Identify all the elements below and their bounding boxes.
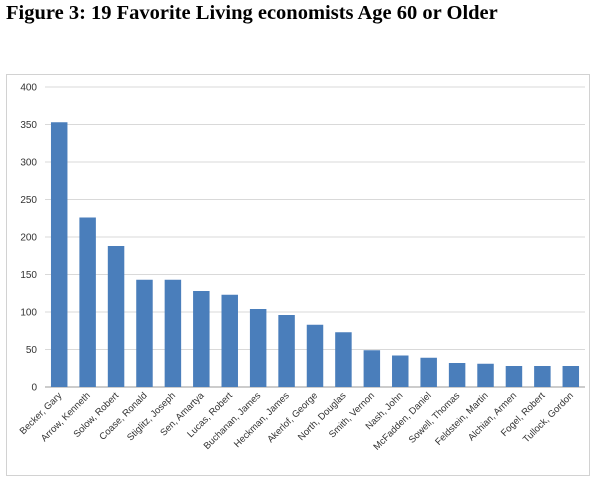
y-tick-label: 400 bbox=[20, 83, 37, 94]
bar bbox=[420, 357, 437, 387]
bar bbox=[448, 363, 466, 387]
x-tick-label: Arrow, Kenneth bbox=[39, 390, 93, 444]
bar bbox=[50, 122, 68, 387]
bar bbox=[534, 366, 551, 387]
y-tick-label: 100 bbox=[20, 308, 37, 319]
y-tick-label: 350 bbox=[20, 120, 37, 131]
y-tick-label: 200 bbox=[20, 233, 37, 244]
bars bbox=[50, 122, 580, 387]
bar bbox=[505, 366, 523, 387]
x-tick-label: Tullock, Gordon bbox=[521, 390, 576, 445]
y-tick-label: 250 bbox=[20, 195, 37, 206]
y-tick-label: 300 bbox=[20, 158, 37, 169]
bar bbox=[477, 363, 494, 387]
x-tick-label: Akerlof, George bbox=[265, 390, 320, 445]
gridlines bbox=[45, 86, 585, 388]
bar bbox=[193, 291, 210, 387]
y-axis-ticks: 0 50 100 150 200 250 300 350 400 bbox=[20, 83, 37, 394]
bar bbox=[221, 294, 238, 387]
bar bbox=[306, 324, 324, 387]
y-tick-label: 0 bbox=[31, 383, 37, 394]
bar bbox=[562, 366, 580, 387]
bar bbox=[164, 279, 182, 387]
bar bbox=[79, 217, 96, 387]
y-tick-label: 150 bbox=[20, 270, 37, 281]
y-tick-label: 50 bbox=[26, 345, 38, 356]
bar bbox=[136, 279, 153, 387]
bar bbox=[363, 350, 381, 387]
bar bbox=[249, 309, 267, 387]
bar bbox=[278, 315, 295, 387]
bar bbox=[335, 332, 352, 387]
bar bbox=[392, 355, 409, 387]
bar bbox=[107, 246, 125, 387]
figure-title: Figure 3: 19 Favorite Living economists … bbox=[6, 2, 498, 24]
